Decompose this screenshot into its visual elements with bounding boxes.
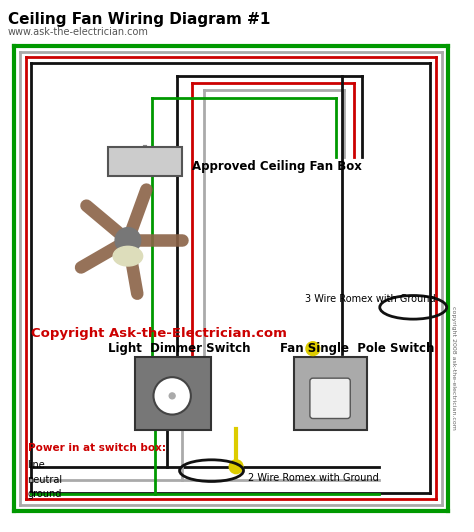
Ellipse shape — [113, 246, 143, 266]
FancyBboxPatch shape — [135, 358, 210, 430]
Bar — [108, 147, 182, 177]
Circle shape — [229, 460, 243, 473]
Text: 3 Wire Romex with Ground: 3 Wire Romex with Ground — [305, 294, 436, 304]
Text: www.ask-the-electrician.com: www.ask-the-electrician.com — [8, 27, 149, 37]
FancyBboxPatch shape — [294, 358, 367, 430]
Text: neutral: neutral — [27, 475, 63, 485]
Text: Copyright Ask-the-Electrician.com: Copyright Ask-the-Electrician.com — [31, 327, 287, 340]
Text: Fan Single  Pole Switch: Fan Single Pole Switch — [281, 342, 435, 355]
Text: 2 Wire Romex with Ground: 2 Wire Romex with Ground — [248, 472, 379, 483]
Circle shape — [115, 228, 141, 253]
Circle shape — [154, 377, 191, 414]
Text: Power in at switch box:: Power in at switch box: — [27, 443, 165, 453]
Circle shape — [306, 342, 320, 355]
Text: Light  Dimmer Switch: Light Dimmer Switch — [108, 342, 251, 355]
Text: line: line — [27, 460, 46, 470]
FancyBboxPatch shape — [310, 378, 350, 419]
Text: Ceiling Fan Wiring Diagram #1: Ceiling Fan Wiring Diagram #1 — [8, 12, 270, 27]
Circle shape — [169, 393, 175, 399]
Text: ground: ground — [27, 489, 62, 500]
Text: copyright 2008 ask-the-electrician.com: copyright 2008 ask-the-electrician.com — [451, 306, 456, 430]
Text: Approved Ceiling Fan Box: Approved Ceiling Fan Box — [192, 160, 362, 173]
